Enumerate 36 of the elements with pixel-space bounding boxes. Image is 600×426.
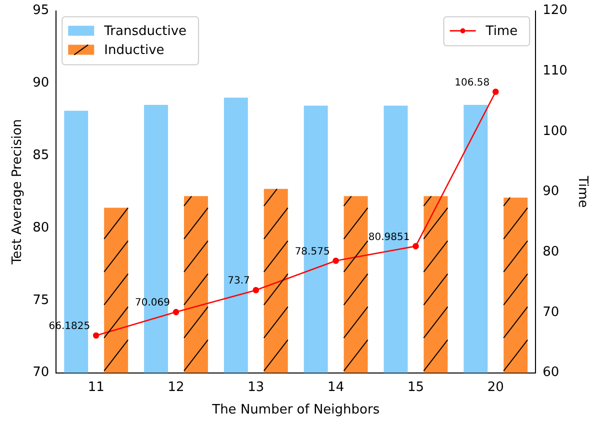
y-tick-label: 70 xyxy=(32,365,50,380)
y2-tick-label: 100 xyxy=(542,124,568,139)
x-axis-title: The Number of Neighbors xyxy=(211,402,380,418)
y-tick-label: 95 xyxy=(32,3,50,18)
point xyxy=(412,243,419,250)
point xyxy=(492,88,499,95)
x-tick-label: 14 xyxy=(328,380,344,395)
y2-tick-label: 70 xyxy=(542,304,560,320)
x-tick-label: 20 xyxy=(487,380,504,395)
y2-tick-label: 90 xyxy=(542,184,560,200)
y-tick-label: 75 xyxy=(32,292,50,308)
legend-label: Transductive xyxy=(103,24,187,40)
y2-tick-label: 60 xyxy=(542,365,560,380)
data-label: 73.7 xyxy=(228,276,250,287)
y-tick-label: 80 xyxy=(32,220,50,236)
y2-tick-label: 120 xyxy=(542,3,568,18)
data-label: 80.9851 xyxy=(368,232,410,243)
point xyxy=(92,332,100,339)
y2-axis-title: Time xyxy=(574,174,590,208)
data-label: 78.575 xyxy=(294,246,330,258)
y-tick-label: 85 xyxy=(32,148,50,163)
x-tick-label: 15 xyxy=(407,380,424,395)
x-tick-label: 12 xyxy=(168,380,184,395)
legend-label: Time xyxy=(484,24,518,40)
point xyxy=(252,286,260,294)
x-tick-label: 11 xyxy=(88,380,104,395)
y-axis-title: Test Average Precision xyxy=(10,119,26,266)
y-tick-label: 90 xyxy=(32,76,50,91)
y2-tick-label: 110 xyxy=(542,64,568,79)
point xyxy=(332,258,339,264)
y2-tick-label: 80 xyxy=(542,244,560,260)
point xyxy=(172,308,180,316)
x-tick-label: 13 xyxy=(248,380,264,395)
data-label: 70.069 xyxy=(135,298,170,309)
legend-label: Inductive xyxy=(104,43,164,58)
data-label: 106.58 xyxy=(454,77,490,88)
